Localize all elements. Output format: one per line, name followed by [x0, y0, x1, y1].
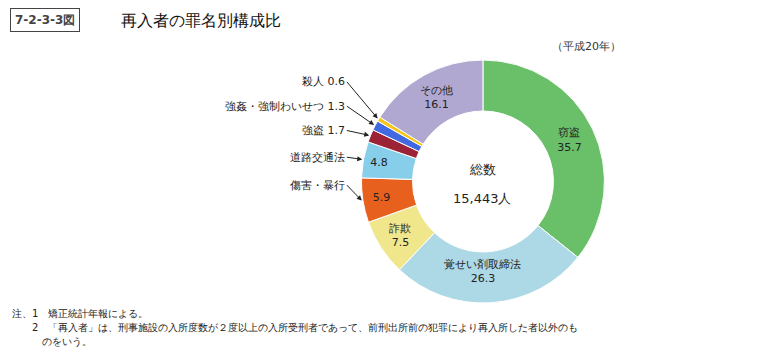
svg-text:再入者の罪名別構成比: 再入者の罪名別構成比 [121, 11, 281, 30]
svg-text:強盗 1.7: 強盗 1.7 [302, 124, 345, 137]
svg-text:2 「再入者」は、刑事施設の入所度数が２度以上の入所受刑者で: 2 「再入者」は、刑事施設の入所度数が２度以上の入所受刑者であって、前刑出所前の… [12, 322, 578, 333]
svg-text:7-2-3-3図: 7-2-3-3図 [15, 13, 75, 27]
svg-text:強姦・強制わいせつ 1.3: 強姦・強制わいせつ 1.3 [225, 100, 345, 113]
svg-text:（平成20年）: （平成20年） [552, 40, 621, 53]
svg-text:詐欺7.5: 詐欺7.5 [389, 222, 411, 249]
svg-text:道路交通法: 道路交通法 [290, 151, 345, 164]
svg-text:注、1 矯正統計年報による。: 注、1 矯正統計年報による。 [12, 308, 148, 319]
svg-text:その他16.1: その他16.1 [420, 84, 453, 111]
svg-text:殺人 0.6: 殺人 0.6 [302, 75, 345, 88]
svg-text:窃盗35.7: 窃盗35.7 [557, 126, 582, 153]
svg-text:総数: 総数 [469, 162, 496, 177]
svg-text:覚せい剤取締法26.3: 覚せい剤取締法26.3 [444, 258, 521, 285]
svg-text:5.9: 5.9 [373, 191, 391, 204]
svg-text:のをいう。: のをいう。 [12, 336, 92, 347]
svg-text:傷害・暴行: 傷害・暴行 [290, 179, 345, 192]
svg-text:4.8: 4.8 [370, 156, 388, 169]
svg-text:15,443人: 15,443人 [453, 191, 512, 206]
